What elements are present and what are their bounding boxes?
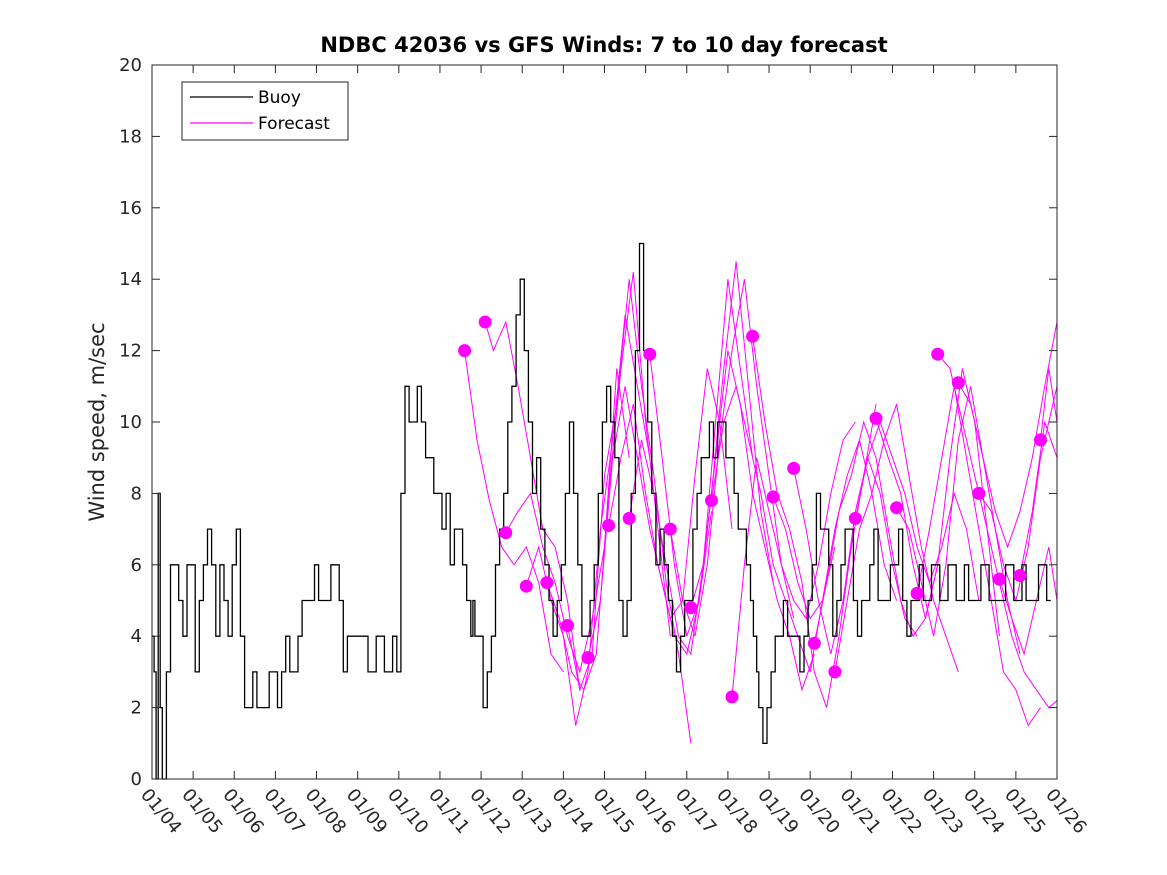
forecast-marker	[910, 586, 924, 600]
forecast-marker	[951, 376, 965, 390]
forecast-marker	[746, 329, 760, 343]
forecast-line	[793, 455, 918, 655]
forecast-line	[464, 350, 564, 673]
forecast-marker	[478, 315, 492, 329]
y-tick-label: 0	[131, 769, 142, 790]
legend-buoy-label: Buoy	[258, 88, 301, 108]
forecast-line	[957, 321, 1058, 549]
forecast-line	[505, 368, 630, 674]
forecast-marker	[684, 601, 698, 615]
legend: Buoy Forecast	[181, 81, 349, 141]
y-axis-label: Wind speed, m/sec	[85, 322, 109, 521]
forecast-marker	[992, 572, 1006, 586]
forecast-marker	[848, 511, 862, 525]
forecast-line	[669, 279, 795, 637]
forecast-line	[628, 279, 754, 656]
forecast-marker	[622, 511, 636, 525]
forecast-marker	[519, 579, 533, 593]
forecast-line	[916, 386, 1041, 727]
forecast-line	[813, 420, 939, 644]
y-tick-label: 20	[119, 55, 142, 76]
y-tick-label: 12	[119, 341, 142, 362]
y-tick-label: 10	[119, 412, 142, 433]
forecast-marker	[499, 526, 513, 540]
forecast-marker	[1013, 569, 1027, 582]
forecast-layer	[464, 261, 1058, 744]
chart-title: NDBC 42036 vs GFS Winds: 7 to 10 day for…	[320, 33, 887, 57]
forecast-line	[854, 420, 980, 601]
forecast-line	[587, 386, 712, 658]
forecast-line	[896, 386, 1021, 655]
forecast-line	[1040, 368, 1058, 440]
forecast-line	[546, 272, 671, 691]
buoy-line	[152, 242, 1051, 780]
forecast-marker	[931, 347, 945, 361]
forecast-marker	[540, 576, 554, 590]
forecast-marker	[787, 461, 801, 475]
forecast-marker	[766, 490, 780, 504]
y-tick-label: 14	[119, 269, 142, 290]
forecast-line	[772, 438, 898, 620]
forecast-marker	[828, 665, 842, 679]
forecast-marker	[807, 636, 821, 650]
y-tick-label: 2	[131, 698, 142, 719]
y-tick-label: 4	[131, 626, 142, 647]
forecast-marker	[458, 344, 472, 358]
y-axis: 0 2 4 6 8 10 12 14 16 18 20	[119, 55, 1057, 790]
forecast-marker	[602, 519, 616, 532]
forecast-line	[998, 546, 1058, 656]
forecast-line	[484, 320, 581, 690]
legend-box	[181, 81, 349, 141]
forecast-marker	[890, 501, 904, 515]
forecast-marker	[972, 486, 986, 500]
y-tick-label: 18	[119, 126, 142, 147]
forecast-line	[608, 368, 733, 620]
forecast-line	[1019, 421, 1058, 576]
legend-forecast-label: Forecast	[258, 114, 330, 134]
forecast-marker	[643, 347, 657, 361]
forecast-line	[567, 279, 692, 744]
forecast-marker	[561, 619, 574, 632]
forecast-marker	[869, 411, 883, 425]
forecast-line	[731, 421, 856, 697]
forecast-marker-layer	[458, 315, 1047, 704]
forecast-marker	[663, 522, 677, 536]
buoy-layer	[152, 242, 1051, 780]
forecast-marker	[725, 690, 739, 704]
y-tick-label: 16	[119, 198, 142, 219]
forecast-marker	[581, 651, 595, 665]
forecast-marker	[1034, 433, 1047, 447]
y-tick-label: 8	[131, 483, 142, 504]
y-tick-label: 6	[131, 555, 142, 576]
forecast-marker	[705, 494, 718, 507]
